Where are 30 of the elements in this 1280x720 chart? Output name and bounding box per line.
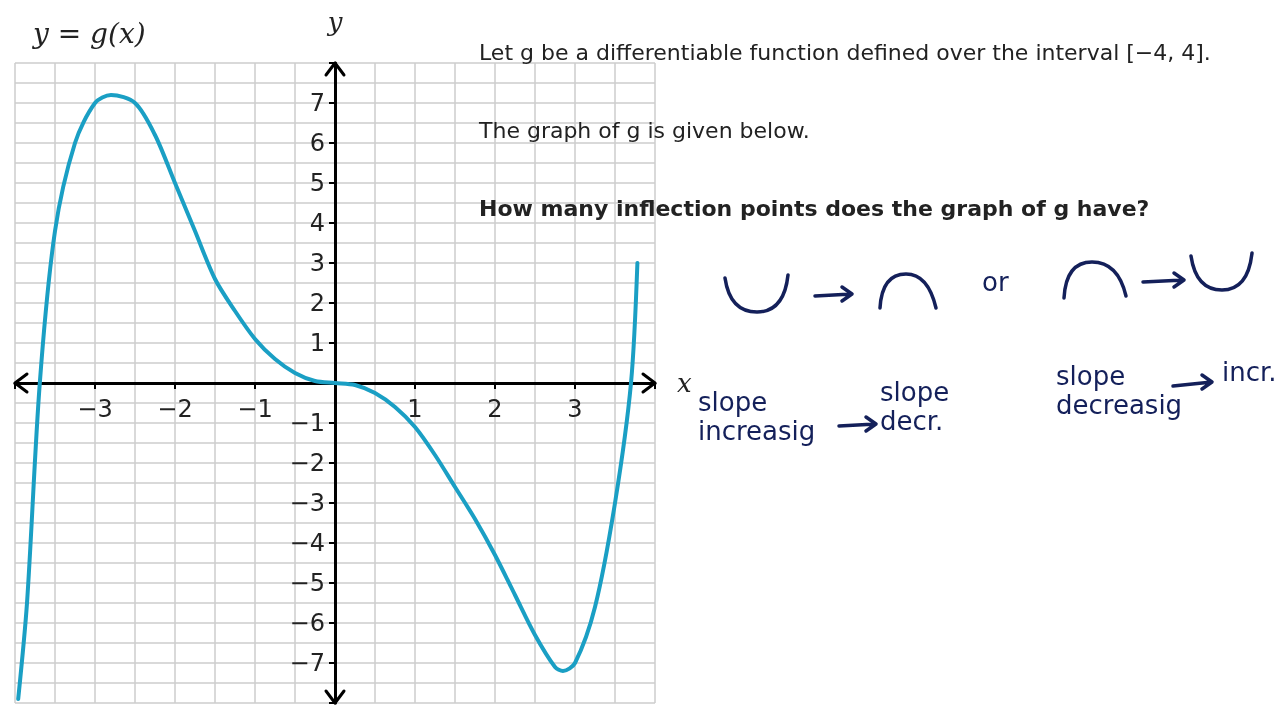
y-tick-label: −6 bbox=[289, 609, 325, 637]
y-tick-label: 7 bbox=[309, 89, 325, 117]
y-tick-label: −2 bbox=[289, 449, 325, 477]
y-tick-label: 6 bbox=[309, 129, 325, 157]
text: slope increasig bbox=[698, 387, 817, 446]
x-tick-label: −2 bbox=[157, 395, 193, 423]
annotation: The graph of g is given below. bbox=[479, 118, 810, 143]
y-tick-label: −3 bbox=[289, 489, 325, 517]
y-tick-label: −4 bbox=[289, 529, 325, 557]
text: or bbox=[982, 267, 1009, 297]
text: slope decreasig bbox=[1056, 361, 1184, 420]
annotation: How many inflection points does the graph of g have? bbox=[479, 196, 1150, 221]
x-axis-title: x bbox=[677, 368, 692, 398]
x-tick-label: 3 bbox=[567, 395, 583, 423]
chart-title: y = g(x) bbox=[31, 16, 146, 50]
y-tick-label: −7 bbox=[289, 649, 325, 677]
x-tick-label: −3 bbox=[77, 395, 113, 423]
y-axis-title: y bbox=[326, 7, 343, 37]
y-tick-label: −5 bbox=[289, 569, 325, 597]
y-tick-label: 3 bbox=[309, 249, 325, 277]
text: slope decr. bbox=[880, 377, 951, 436]
text: incr. bbox=[1222, 357, 1277, 387]
x-tick-label: 1 bbox=[407, 395, 423, 423]
y-tick-label: 2 bbox=[309, 289, 325, 317]
y-tick-label: 1 bbox=[309, 329, 325, 357]
x-tick-label: 2 bbox=[487, 395, 503, 423]
y-tick-label: 4 bbox=[309, 209, 325, 237]
annotation: Let g be a differentiable function defined over the interval [−4, 4]. bbox=[479, 40, 1211, 65]
y-tick-label: 5 bbox=[309, 169, 325, 197]
x-tick-label: −1 bbox=[237, 395, 273, 423]
